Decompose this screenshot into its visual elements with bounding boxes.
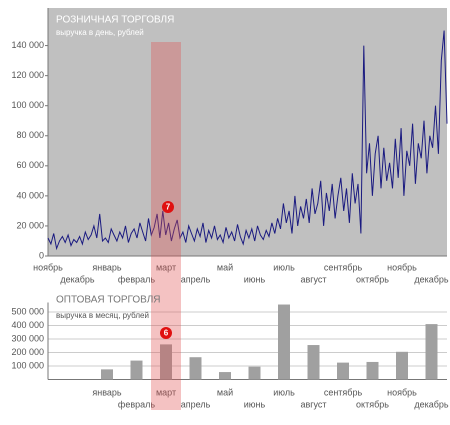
y-tick-label: 0 <box>39 250 44 260</box>
bar <box>396 351 408 380</box>
badge-label: 6 <box>164 329 169 338</box>
x-tick-label: март <box>156 387 176 397</box>
month-highlight <box>151 42 181 410</box>
bar <box>278 304 290 380</box>
x-tick-label: май <box>217 387 233 397</box>
y-tick-label: 80 000 <box>16 130 44 140</box>
x-tick-label: май <box>217 262 233 272</box>
x-tick-label: декабрь <box>414 399 449 409</box>
x-tick-label: июнь <box>244 399 266 409</box>
x-tick-label: ноябрь <box>387 387 417 397</box>
chart-title: РОЗНИЧНАЯ ТОРГОВЛЯ <box>56 15 174 26</box>
y-tick-label: 100 000 <box>11 100 44 110</box>
bar <box>189 357 202 380</box>
bar <box>425 324 438 380</box>
y-tick-label: 400 000 <box>11 320 44 330</box>
y-tick-label: 500 000 <box>11 306 44 316</box>
bar <box>101 369 113 380</box>
bar <box>130 360 143 380</box>
x-tick-label: июнь <box>244 274 266 284</box>
y-tick-label: 100 000 <box>11 360 44 370</box>
y-tick-label: 200 000 <box>11 347 44 357</box>
x-tick-label: сентябрь <box>324 387 363 397</box>
x-tick-label: август <box>300 274 326 284</box>
x-tick-label: июль <box>273 262 295 272</box>
x-tick-label: апрель <box>181 274 211 284</box>
badge-label: 7 <box>166 203 171 212</box>
chart-subtitle: выручка в месяц, рублей <box>56 311 149 320</box>
x-tick-label: июль <box>273 387 295 397</box>
x-tick-label: январь <box>92 387 122 397</box>
bar <box>248 366 261 380</box>
plot-background <box>48 8 447 256</box>
x-tick-label: ноябрь <box>387 262 417 272</box>
y-tick-label: 60 000 <box>16 160 44 170</box>
chart-subtitle: выручка в день, рублей <box>56 28 144 37</box>
badge <box>162 201 174 213</box>
bar <box>337 362 349 380</box>
x-tick-label: декабрь <box>60 274 95 284</box>
x-tick-label: февраль <box>118 399 155 409</box>
x-tick-label: ноябрь <box>33 262 63 272</box>
x-tick-label: октябрь <box>356 274 389 284</box>
y-tick-label: 20 000 <box>16 220 44 230</box>
bar <box>160 344 172 380</box>
plot-background <box>48 302 447 380</box>
x-tick-label: август <box>300 399 326 409</box>
bar <box>366 361 379 380</box>
x-tick-label: февраль <box>118 274 155 284</box>
x-tick-label: октябрь <box>356 399 389 409</box>
y-tick-label: 140 000 <box>11 40 44 50</box>
y-tick-label: 40 000 <box>16 190 44 200</box>
badge <box>160 327 172 339</box>
bar <box>219 372 231 380</box>
x-tick-label: декабрь <box>414 274 449 284</box>
x-tick-label: сентябрь <box>324 262 363 272</box>
y-tick-label: 120 000 <box>11 70 44 80</box>
x-tick-label: январь <box>92 262 122 272</box>
bar <box>307 345 320 380</box>
chart-title: ОПТОВАЯ ТОРГОВЛЯ <box>56 295 161 306</box>
data-line <box>47 30 448 251</box>
x-tick-label: апрель <box>181 399 211 409</box>
y-tick-label: 300 000 <box>11 333 44 343</box>
x-tick-label: март <box>156 262 176 272</box>
